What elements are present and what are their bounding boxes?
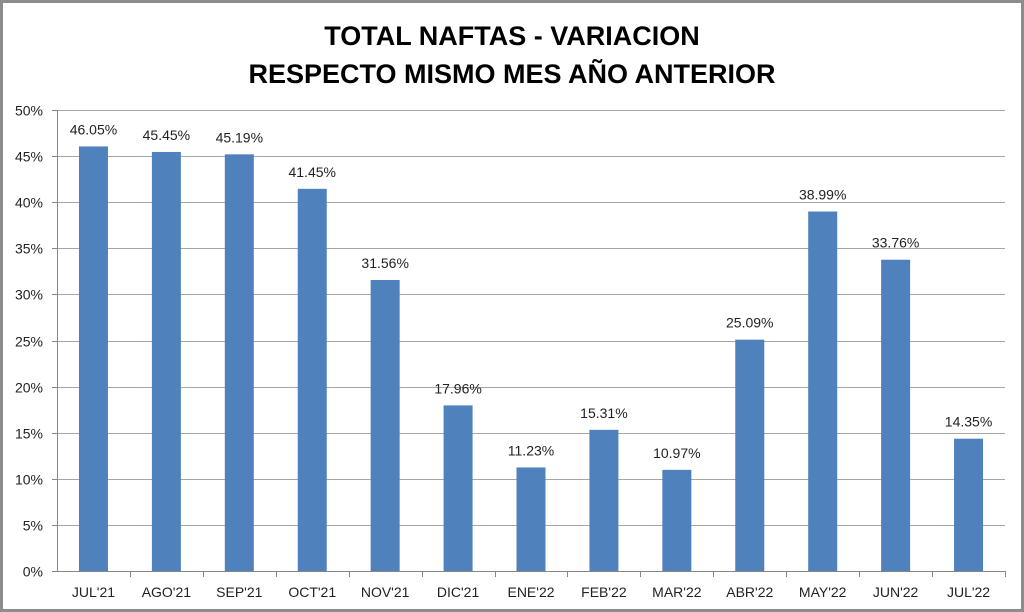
x-tick-label: MAR'22 bbox=[652, 584, 702, 600]
x-tick-label: JUL'21 bbox=[72, 584, 115, 600]
x-tick-label: AGO'21 bbox=[142, 584, 192, 600]
data-label: 33.76% bbox=[872, 235, 919, 251]
data-label: 38.99% bbox=[799, 187, 846, 203]
x-tick-label: OCT'21 bbox=[288, 584, 336, 600]
x-tick-label: SEP'21 bbox=[216, 584, 262, 600]
y-tick-label: 35% bbox=[15, 241, 43, 257]
data-label: 46.05% bbox=[70, 121, 117, 137]
bar-abr22 bbox=[735, 339, 765, 571]
x-tick-label: JUN'22 bbox=[873, 584, 919, 600]
data-label: 14.35% bbox=[945, 414, 992, 430]
data-label: 17.96% bbox=[434, 380, 481, 396]
y-tick-label: 10% bbox=[15, 472, 43, 488]
y-tick-label: 20% bbox=[15, 380, 43, 396]
y-tick-label: 50% bbox=[15, 103, 43, 119]
chart-title-line-1: TOTAL NAFTAS - VARIACION bbox=[324, 21, 700, 51]
bar-feb22 bbox=[589, 429, 619, 571]
bar-sep21 bbox=[224, 154, 254, 571]
x-tick-label: DIC'21 bbox=[437, 584, 480, 600]
x-tick-label: NOV'21 bbox=[361, 584, 410, 600]
y-tick-label: 25% bbox=[15, 334, 43, 350]
bar-may22 bbox=[808, 211, 838, 571]
bar-nov21 bbox=[370, 280, 400, 571]
data-label: 45.19% bbox=[216, 129, 263, 145]
data-label: 10.97% bbox=[653, 445, 700, 461]
bar-oct21 bbox=[297, 188, 327, 571]
x-tick-label: ABR'22 bbox=[726, 584, 773, 600]
bar-jul22 bbox=[954, 438, 984, 571]
x-tick-label: ENE'22 bbox=[507, 584, 554, 600]
y-tick-label: 45% bbox=[15, 149, 43, 165]
y-tick-label: 15% bbox=[15, 426, 43, 442]
bar-jun22 bbox=[881, 259, 911, 571]
chart-title: TOTAL NAFTAS - VARIACION RESPECTO MISMO … bbox=[3, 17, 1021, 93]
data-label: 11.23% bbox=[508, 442, 554, 458]
y-tick-label: 0% bbox=[23, 564, 43, 580]
bar-dic21 bbox=[443, 405, 473, 571]
bar-mar22 bbox=[662, 469, 692, 571]
x-tick-label: FEB'22 bbox=[581, 584, 627, 600]
y-tick-label: 40% bbox=[15, 195, 43, 211]
bar-jul21 bbox=[78, 146, 108, 571]
y-tick-label: 5% bbox=[23, 518, 43, 534]
y-tick-label: 30% bbox=[15, 287, 43, 303]
bar-ago21 bbox=[151, 151, 181, 572]
data-label: 15.31% bbox=[580, 405, 627, 421]
data-label: 41.45% bbox=[288, 164, 335, 180]
chart-title-line-2: RESPECTO MISMO MES AÑO ANTERIOR bbox=[248, 59, 776, 89]
data-label: 45.45% bbox=[143, 127, 190, 143]
data-label: 25.09% bbox=[726, 315, 773, 331]
bar-ene22 bbox=[516, 467, 546, 571]
x-tick-label: MAY'22 bbox=[799, 584, 847, 600]
data-label: 31.56% bbox=[361, 255, 408, 271]
x-tick-label: JUL'22 bbox=[947, 584, 990, 600]
